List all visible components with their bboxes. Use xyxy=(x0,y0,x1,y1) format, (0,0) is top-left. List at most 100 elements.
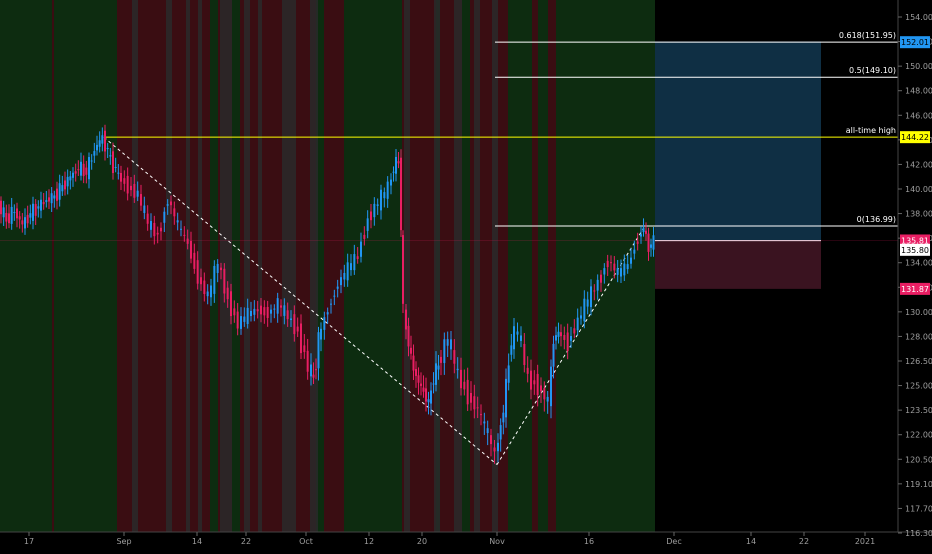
candle-body xyxy=(183,234,186,236)
candle-body xyxy=(266,306,269,318)
y-tick-label: 146.00 xyxy=(905,111,932,120)
candle-body xyxy=(380,189,382,211)
candle-body xyxy=(96,144,98,151)
candle-body xyxy=(630,257,632,264)
candle-body xyxy=(312,374,315,378)
price-badge xyxy=(900,234,930,247)
candle-body xyxy=(136,190,139,197)
candle-body xyxy=(120,173,122,182)
candle-body xyxy=(196,260,199,284)
x-tick-label: 22 xyxy=(799,537,809,546)
candle-body xyxy=(203,280,206,294)
stop-zone xyxy=(655,240,821,289)
candle-body xyxy=(650,244,652,248)
candle-body xyxy=(176,220,179,223)
x-tick-label: 17 xyxy=(24,537,34,546)
candle-body xyxy=(117,172,120,174)
candle-body xyxy=(273,308,276,310)
candle-body xyxy=(583,298,586,322)
candle-body xyxy=(586,299,589,307)
candle-body xyxy=(573,328,576,334)
candle-body xyxy=(213,265,216,294)
band-bear xyxy=(52,0,54,532)
candle-body xyxy=(300,323,302,354)
y-tick-label: 150.00 xyxy=(905,62,932,71)
band-neutral xyxy=(434,0,440,532)
candle-body xyxy=(13,212,16,214)
candle-body xyxy=(502,412,505,423)
candle-body xyxy=(513,326,515,350)
candle-body xyxy=(557,331,560,337)
candle-body xyxy=(283,305,286,316)
candle-body xyxy=(633,249,636,254)
candle-body xyxy=(40,199,42,211)
candle-body xyxy=(253,308,256,315)
candle-body xyxy=(370,211,372,221)
candle-body xyxy=(580,315,582,319)
candle-body xyxy=(50,193,53,204)
candle-body xyxy=(21,220,24,225)
candle-body xyxy=(180,228,182,230)
candle-body xyxy=(260,305,262,315)
candle-body xyxy=(560,332,562,337)
candle-body xyxy=(45,200,48,203)
price-badge xyxy=(900,131,930,144)
candle-body xyxy=(623,263,626,276)
candle-body xyxy=(230,291,232,317)
x-tick-label: Nov xyxy=(489,537,505,546)
price-badge xyxy=(900,282,930,295)
candle-body xyxy=(590,286,592,308)
candle-body xyxy=(104,130,106,152)
candle-body xyxy=(10,206,13,224)
candle-body xyxy=(392,171,395,173)
candle-body xyxy=(326,312,329,315)
x-tick-label: 20 xyxy=(417,537,427,546)
candle-body xyxy=(8,213,10,224)
level-label: all-time high xyxy=(846,126,896,135)
candle-body xyxy=(390,179,392,186)
y-tick-label: 128.00 xyxy=(905,332,932,341)
candle-body xyxy=(486,428,489,434)
candle-body xyxy=(37,206,40,209)
y-tick-label: 148.00 xyxy=(905,87,932,96)
candle-body xyxy=(427,399,430,403)
price-badge xyxy=(900,243,930,256)
price-badge-text: 135.80 xyxy=(901,246,929,255)
candle-body xyxy=(48,197,50,202)
y-tick-label: 130.00 xyxy=(905,308,932,317)
candle-body xyxy=(263,307,266,316)
candle-body xyxy=(126,175,129,194)
candle-body xyxy=(593,290,596,292)
price-badge xyxy=(900,36,930,49)
horizontal-levels xyxy=(0,41,898,242)
price-badge-text: 131.87 xyxy=(901,285,929,294)
band-neutral xyxy=(132,0,138,532)
candle-body xyxy=(146,213,149,224)
candle-body xyxy=(446,339,449,346)
candle-body xyxy=(130,185,132,191)
candle-body xyxy=(93,151,96,156)
candle-body xyxy=(360,241,362,257)
candle-body xyxy=(98,140,101,147)
candle-body xyxy=(85,167,88,175)
candle-body xyxy=(293,314,296,335)
candle-body xyxy=(296,326,299,332)
candle-body xyxy=(546,396,549,402)
candle-body xyxy=(493,447,496,452)
candle-body xyxy=(32,203,34,221)
candle-body xyxy=(42,202,45,205)
candle-body xyxy=(363,234,366,239)
candle-body xyxy=(256,309,259,312)
candle-body xyxy=(16,208,18,219)
candle-body xyxy=(476,407,479,409)
candle-body xyxy=(453,350,456,364)
candle-body xyxy=(647,233,650,252)
candle-body xyxy=(570,336,572,341)
candle-body xyxy=(82,163,85,177)
price-badge-text: 135.81 xyxy=(901,236,929,245)
candle-body xyxy=(53,195,56,199)
band-neutral xyxy=(454,0,462,532)
target-zone xyxy=(655,41,821,241)
